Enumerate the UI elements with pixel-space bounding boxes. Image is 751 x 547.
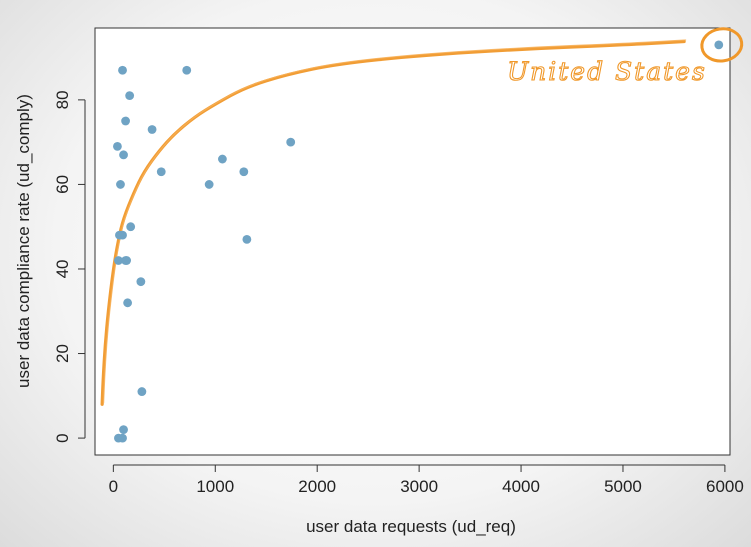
x-axis-title: user data requests (ud_req)	[306, 517, 516, 536]
x-tick-label: 1000	[196, 477, 234, 496]
points-layer	[113, 40, 724, 443]
data-point	[242, 234, 252, 244]
data-point	[119, 150, 128, 160]
data-point	[125, 91, 135, 101]
x-tick-label: 2000	[298, 477, 336, 496]
x-tick-label: 5000	[604, 477, 642, 496]
data-point	[113, 141, 122, 151]
data-point	[714, 40, 724, 50]
x-tick-label: 3000	[400, 477, 438, 496]
data-point	[114, 256, 123, 265]
data-point	[119, 425, 128, 435]
data-point	[218, 154, 227, 164]
data-point	[136, 277, 146, 287]
y-tick-label: 40	[53, 260, 72, 279]
x-tick-label: 0	[109, 477, 118, 496]
y-tick-label: 0	[53, 433, 72, 442]
data-point	[147, 125, 157, 134]
data-point	[286, 137, 296, 147]
y-axis-title: user data compliance rate (ud_comply)	[14, 94, 33, 388]
data-point	[156, 167, 166, 177]
data-point	[116, 180, 125, 189]
data-point	[122, 256, 131, 265]
x-tick-label: 6000	[706, 477, 744, 496]
annotation-layer: United States	[507, 27, 744, 87]
annotation-label: United States	[507, 57, 707, 86]
data-point	[204, 180, 214, 189]
plot-frame	[94, 27, 731, 456]
trend-curve-highlight	[103, 39, 687, 404]
data-point	[123, 298, 133, 308]
data-point	[137, 387, 147, 396]
y-tick-label: 80	[53, 90, 72, 109]
x-axis: 0 1000 2000 3000 4000 5000 6000	[109, 464, 744, 496]
data-point	[118, 433, 127, 443]
x-tick-label: 4000	[502, 477, 540, 496]
data-point	[239, 167, 249, 177]
data-point	[182, 65, 192, 75]
y-tick-label: 20	[53, 344, 72, 363]
y-axis: 0 20 40 60 80	[53, 90, 86, 443]
highlight-circle	[700, 27, 744, 63]
data-point	[126, 222, 136, 232]
trend-curve-layer	[100, 39, 687, 406]
y-tick-label: 60	[53, 175, 72, 194]
data-point	[118, 65, 127, 75]
data-point	[121, 116, 130, 126]
data-point	[118, 230, 127, 240]
